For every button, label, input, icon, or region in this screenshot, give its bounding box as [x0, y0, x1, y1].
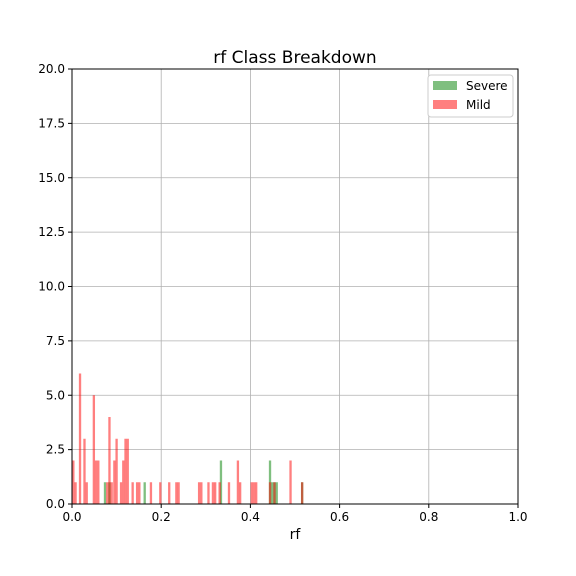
legend-label-severe: Severe	[466, 79, 508, 93]
bar-series-1	[252, 482, 256, 504]
bar-series-1	[119, 482, 123, 504]
bar-series-1	[72, 460, 75, 504]
y-tick-label: 17.5	[38, 116, 65, 130]
bar-series-1	[300, 482, 304, 504]
y-tick-label: 5.0	[46, 388, 65, 402]
bar-series-1	[92, 395, 96, 504]
x-tick-label: 1.0	[508, 510, 527, 524]
x-tick-label: 0.6	[330, 510, 349, 524]
bar-series-1	[268, 482, 272, 504]
x-tick-label: 0.8	[419, 510, 438, 524]
legend-label-mild: Mild	[466, 98, 491, 112]
bar-series-1	[135, 482, 139, 504]
bar-series-1	[131, 482, 134, 504]
bar-series-1	[207, 482, 210, 504]
bar-series-1	[94, 460, 98, 504]
bar-series-1	[238, 482, 242, 504]
bar-series-1	[200, 482, 203, 504]
bar-series-1	[159, 482, 162, 504]
bar-series-1	[227, 482, 231, 504]
bar-series-1	[255, 482, 258, 504]
bar-series-1	[197, 482, 201, 504]
y-axis: 0.0 2.5 5.0 7.5 10.0 12.5 15.0 17.5 20.0	[38, 62, 72, 511]
bar-series-1	[218, 482, 221, 504]
y-tick-label: 7.5	[46, 334, 65, 348]
bar-series-1	[106, 482, 109, 504]
bar-series-1	[83, 438, 86, 504]
x-tick-label: 0.2	[152, 510, 171, 524]
legend-swatch-mild	[433, 100, 457, 109]
bar-series-1	[175, 482, 178, 504]
y-tick-label: 20.0	[38, 62, 65, 76]
y-tick-label: 2.5	[46, 443, 65, 457]
bar-series-0	[275, 482, 278, 504]
bar-series-1	[85, 482, 88, 504]
bar-series-1	[74, 482, 77, 504]
bar-series-0	[143, 482, 146, 504]
bar-series-1	[289, 460, 292, 504]
x-tick-label: 0.4	[241, 510, 260, 524]
bar-series-1	[115, 438, 118, 504]
x-tick-label: 0.0	[62, 510, 81, 524]
bar-series-1	[149, 482, 153, 504]
bar-series-1	[177, 482, 180, 504]
bar-series-1	[273, 482, 276, 504]
bar-series-1	[78, 373, 82, 504]
bar-series-0	[271, 482, 274, 504]
chart-title: rf Class Breakdown	[213, 48, 376, 68]
legend-swatch-severe	[433, 81, 457, 90]
bar-series-1	[122, 460, 125, 504]
bar-series-1	[250, 482, 253, 504]
bar-series-1	[108, 417, 111, 504]
y-tick-label: 12.5	[38, 225, 65, 239]
bar-series-1	[214, 482, 217, 504]
bar-series-0	[219, 460, 223, 504]
bar-series-1	[211, 482, 215, 504]
bar-series-1	[110, 482, 113, 504]
bar-series-1	[97, 460, 100, 504]
series-mild	[72, 373, 304, 504]
bar-series-1	[113, 460, 116, 504]
bar-series-1	[138, 482, 141, 504]
bar-series-1	[168, 482, 171, 504]
bar-series-0	[103, 482, 107, 504]
bar-series-1	[236, 460, 240, 504]
x-axis: 0.0 0.2 0.4 0.6 0.8 1.0	[62, 504, 528, 524]
y-tick-label: 0.0	[46, 497, 65, 511]
x-axis-label: rf	[290, 527, 302, 543]
y-tick-label: 15.0	[38, 171, 65, 185]
y-tick-label: 10.0	[38, 280, 65, 294]
legend: Severe Mild	[427, 74, 514, 118]
bar-series-1	[126, 438, 129, 504]
bar-series-1	[124, 438, 127, 504]
